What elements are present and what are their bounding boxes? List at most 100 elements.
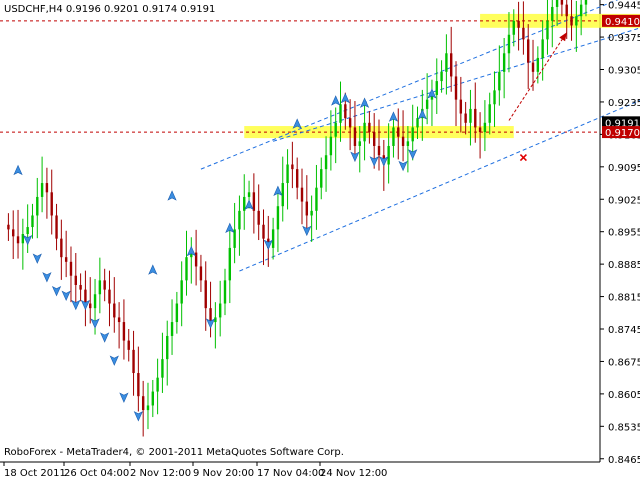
candle-body: [517, 20, 520, 28]
fractal-arrow-down: [408, 149, 418, 160]
candle-body: [74, 275, 77, 285]
candle-body: [300, 187, 304, 202]
candle-body: [555, 0, 559, 7]
candle-body: [469, 108, 472, 123]
fractal-arrow-up: [13, 164, 23, 176]
fractal-arrow-down: [100, 332, 110, 343]
candle-body: [257, 210, 260, 225]
candle-body: [310, 210, 313, 216]
price-badge-label: 0.9191: [605, 118, 640, 129]
candle-body: [522, 27, 525, 40]
candle-body: [358, 141, 361, 146]
candle-body: [45, 183, 49, 193]
candle-body: [286, 164, 289, 184]
fractal-arrow-down: [205, 318, 216, 329]
candle-body: [141, 396, 145, 411]
candle-body: [363, 122, 366, 142]
candle-body: [31, 215, 34, 228]
candlesticks: [7, 0, 588, 437]
x-tick-label: 24 Nov 12:00: [320, 468, 387, 479]
candle-body: [223, 280, 227, 304]
fractal-arrow-up: [340, 92, 350, 104]
fractal-arrow-down: [398, 160, 408, 172]
candle-body: [372, 132, 376, 146]
fractal-arrow-down: [71, 299, 81, 311]
candle-body: [570, 16, 573, 26]
candle-body: [454, 76, 458, 100]
candle-body: [161, 359, 164, 378]
fractal-arrow-down: [23, 235, 33, 246]
candle-body: [16, 236, 20, 244]
fractal-arrow-down: [379, 156, 389, 167]
candle-body: [175, 303, 179, 323]
candle-body: [50, 192, 53, 216]
candle-body: [132, 349, 135, 374]
fractal-arrow-up: [359, 97, 370, 108]
candle-body: [113, 303, 116, 318]
candle-body: [464, 113, 467, 123]
candle-body: [238, 210, 241, 230]
candle-body: [478, 127, 482, 133]
fractal-arrow-down: [369, 156, 379, 167]
candle-body: [127, 340, 130, 350]
candle-body: [498, 71, 501, 91]
candle-body: [430, 94, 434, 100]
candle-body: [291, 164, 294, 170]
fractal-arrow-down: [119, 392, 129, 403]
candle-body: [450, 53, 453, 77]
fractal-arrow-down: [133, 411, 143, 422]
candle-body: [199, 266, 203, 281]
candle-body: [527, 39, 530, 63]
fractal-arrow-up: [388, 111, 399, 122]
y-tick-label: 0.8815: [608, 293, 640, 304]
y-tick-label: 0.9445: [608, 1, 640, 12]
candle-body: [151, 391, 154, 406]
y-tick-label: 0.8465: [608, 455, 640, 466]
forecast-arrow-head: [559, 32, 567, 42]
y-tick-label: 0.8885: [608, 260, 640, 271]
cross-marker: [519, 153, 527, 162]
forecast-annotations: [508, 32, 568, 162]
candle-body: [565, 4, 568, 17]
candle-body: [416, 118, 419, 128]
candle-body: [368, 122, 371, 133]
candle-body: [243, 196, 246, 211]
candle-body: [584, 0, 588, 5]
candle-body: [194, 252, 198, 267]
candle-body: [401, 136, 405, 146]
candle-body: [353, 127, 357, 146]
candle-body: [329, 136, 333, 156]
candle-body: [228, 247, 232, 281]
y-tick-label: 0.9305: [608, 66, 640, 77]
y-tick-label: 0.9095: [608, 163, 640, 174]
x-tick-label: 17 Nov 04:00: [257, 468, 324, 479]
candle-body: [117, 317, 121, 323]
price-badge-label: 0.9170: [605, 128, 640, 139]
candle-body: [166, 335, 169, 360]
candle-body: [397, 127, 400, 137]
candle-body: [483, 122, 487, 133]
fractal-arrows: [13, 88, 437, 422]
price-badge: [602, 126, 640, 139]
candle-body: [387, 145, 390, 165]
candle-body: [445, 53, 448, 72]
fractal-arrow-down: [42, 272, 52, 283]
candle-body: [137, 373, 140, 397]
fractal-arrow-up: [292, 118, 302, 129]
candle-body: [233, 229, 236, 248]
candle-body: [334, 122, 337, 137]
candle-body: [79, 284, 82, 290]
candle-body: [26, 227, 29, 235]
y-tick-label: 0.9375: [608, 33, 640, 44]
x-tick-label: 2 Nov 12:00: [130, 468, 191, 479]
candle-body: [98, 280, 102, 295]
candle-body: [406, 141, 410, 146]
candle-body: [21, 234, 25, 244]
fractal-arrow-down: [80, 299, 91, 311]
x-tick-label: 9 Nov 20:00: [193, 468, 254, 479]
fractal-arrow-down: [90, 318, 100, 329]
candle-body: [64, 257, 68, 262]
